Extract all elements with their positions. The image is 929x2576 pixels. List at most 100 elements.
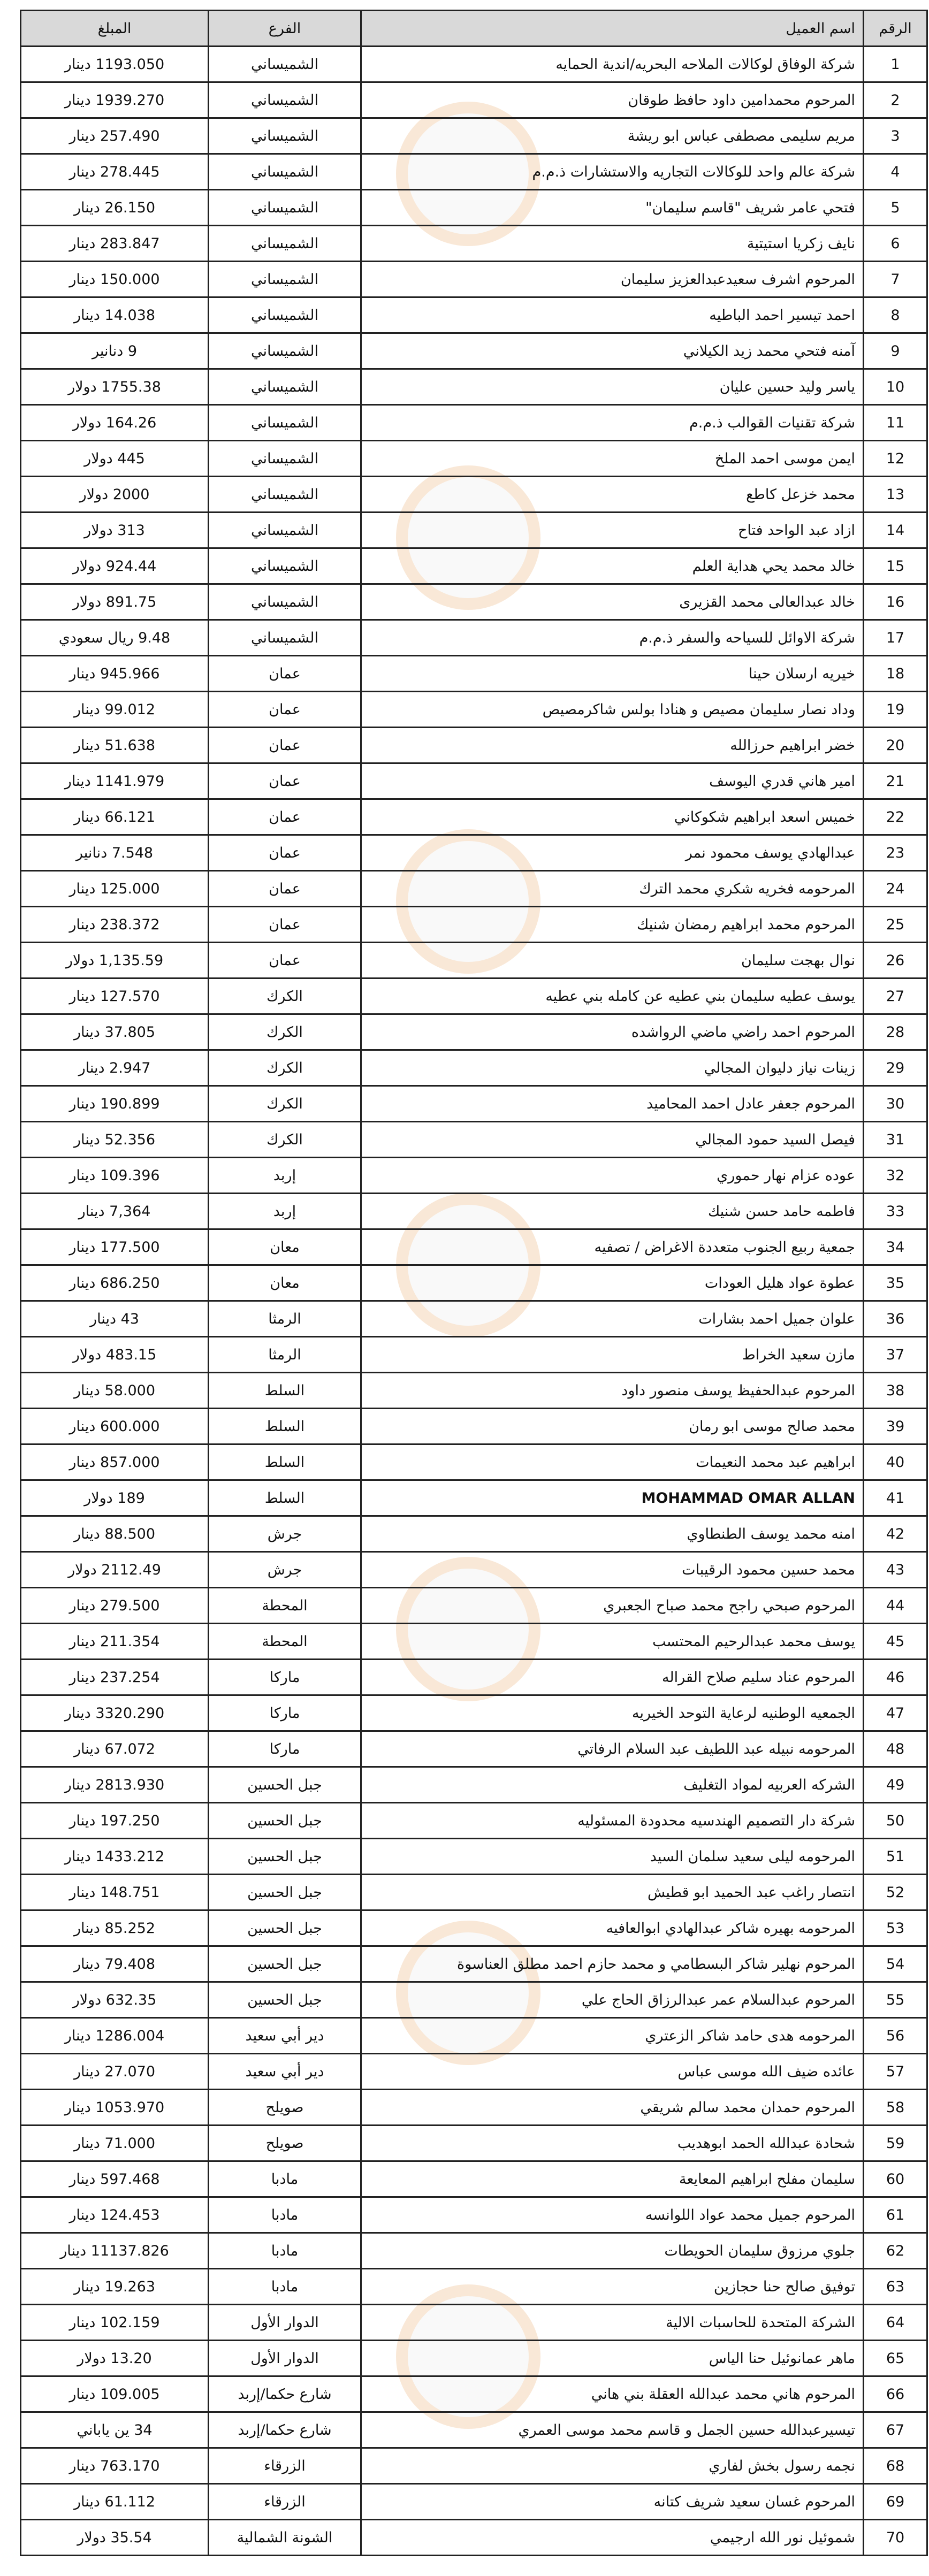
table-row: 55 المرحوم عبدالسلام عمر عبدالرزاق الحاج … bbox=[20, 1981, 928, 2019]
client-name-cell: تيسيرعبدالله حسين الجمل و قاسم محمد موسى… bbox=[360, 2411, 864, 2449]
table-row: 30 المرحوم جعفر عادل احمد المحاميد الكرك 19… bbox=[20, 1085, 928, 1122]
branch-name-cell: الشميساني bbox=[208, 153, 362, 190]
client-name-cell: عائده ضيف الله موسى عباس bbox=[360, 2053, 864, 2090]
amount-cell: 148.751 دينار bbox=[20, 1874, 209, 1911]
client-name-cell: يوسف محمد عبدالرحيم المحتسب bbox=[360, 1623, 864, 1660]
table-row: 41 MOHAMMAD OMAR ALLAN السلط 189 دولار bbox=[20, 1479, 928, 1517]
amount-cell: 632.35 دولار bbox=[20, 1981, 209, 2019]
client-name-cell: محمد صالح موسى ابو رمان bbox=[360, 1408, 864, 1445]
table-row: 38 المرحوم عبدالحفيظ يوسف منصور داود السلط… bbox=[20, 1372, 928, 1409]
row-number-cell: 24 bbox=[863, 870, 928, 907]
amount-cell: 1755.38 دولار bbox=[20, 368, 209, 406]
table-row: 27 يوسف عطيه سليمان بني عطيه عن كامله بني… bbox=[20, 977, 928, 1015]
table-row: 61 المرحوم جميل محمد عواد اللوانسه مادبا 12… bbox=[20, 2196, 928, 2234]
branch-name-cell: الشميساني bbox=[208, 225, 362, 262]
branch-name-cell: الشميساني bbox=[208, 619, 362, 656]
row-number-cell: 61 bbox=[863, 2196, 928, 2234]
amount-cell: 313 دولار bbox=[20, 511, 209, 549]
branch-name-cell: السلط bbox=[208, 1479, 362, 1517]
row-number-cell: 67 bbox=[863, 2411, 928, 2449]
row-number-cell: 68 bbox=[863, 2447, 928, 2485]
row-number-cell: 23 bbox=[863, 834, 928, 872]
branch-name-cell: دير أبي سعيد bbox=[208, 2053, 362, 2090]
table-row: 7 المرحوم اشرف سعيدعبدالعزيز سليمان الشميس… bbox=[20, 261, 928, 298]
amount-cell: 9.48 ريال سعودي bbox=[20, 619, 209, 656]
amount-cell: 66.121 دينار bbox=[20, 798, 209, 836]
row-number-cell: 39 bbox=[863, 1408, 928, 1445]
amount-cell: 177.500 دينار bbox=[20, 1228, 209, 1266]
table-row: 17 شركة الاوائل للسياحه والسفر ذ.م.م الشمي… bbox=[20, 619, 928, 656]
table-row: 15 خالد محمد يحي هداية العلم الشميساني 924.… bbox=[20, 547, 928, 585]
branch-name-cell: الرمثا bbox=[208, 1336, 362, 1373]
client-name-cell: شركة دار التصميم الهندسيه محدودة المسئول… bbox=[360, 1802, 864, 1839]
client-name-cell: سليمان مفلح ابراهيم المعايعة bbox=[360, 2160, 864, 2198]
table-row: 59 شحادة عبدالله الحمد ابوهديب صويلح 71.000… bbox=[20, 2124, 928, 2162]
table-row: 9 آمنه فتحي محمد زيد الكيلاني الشميساني 9 د… bbox=[20, 332, 928, 370]
table-row: 70 شموئيل نور الله ارجيمي الشونة الشمالية 3… bbox=[20, 2519, 928, 2556]
client-name-cell: المرحوم عبدالسلام عمر عبدالرزاق الحاج عل… bbox=[360, 1981, 864, 2019]
amount-cell: 190.899 دينار bbox=[20, 1085, 209, 1122]
amount-cell: 26.150 دينار bbox=[20, 189, 209, 226]
client-name-cell: فاطمه حامد حسن شنيك bbox=[360, 1193, 864, 1230]
row-number-cell: 27 bbox=[863, 977, 928, 1015]
row-number-cell: 44 bbox=[863, 1587, 928, 1624]
client-name-cell: خيريه ارسلان حينا bbox=[360, 655, 864, 692]
branch-name-cell: عمان bbox=[208, 906, 362, 943]
client-name-cell: ايمن موسى احمد الملخ bbox=[360, 440, 864, 477]
table-row: 8 احمد تيسير احمد الباطيه الشميساني 14.038 … bbox=[20, 296, 928, 334]
table-row: 48 المرحومه نبيله عبد اللطيف عبد السلام ا… bbox=[20, 1730, 928, 1768]
row-number-cell: 22 bbox=[863, 798, 928, 836]
client-name-cell: المرحوم حمدان محمد سالم شريقي bbox=[360, 2089, 864, 2126]
row-number-cell: 34 bbox=[863, 1228, 928, 1266]
amount-cell: 102.159 دينار bbox=[20, 2304, 209, 2341]
branch-name-cell: دير أبي سعيد bbox=[208, 2017, 362, 2054]
table-row: 49 الشركه العربيه لمواد التغليف جبل الحسين… bbox=[20, 1766, 928, 1803]
row-number-cell: 32 bbox=[863, 1157, 928, 1194]
client-name-cell: المرحوم محمد ابراهيم رمضان شنيك bbox=[360, 906, 864, 943]
branch-name-cell: الشميساني bbox=[208, 547, 362, 585]
branch-name-cell: مادبا bbox=[208, 2232, 362, 2269]
client-name-cell: المرحومه فخريه شكري محمد الترك bbox=[360, 870, 864, 907]
amount-cell: 9 دنانير bbox=[20, 332, 209, 370]
amount-cell: 1141.979 دينار bbox=[20, 762, 209, 800]
amount-cell: 125.000 دينار bbox=[20, 870, 209, 907]
amount-cell: 27.070 دينار bbox=[20, 2053, 209, 2090]
branch-name-cell: الكرك bbox=[208, 1085, 362, 1122]
row-number-cell: 28 bbox=[863, 1013, 928, 1051]
branch-name-cell: الشميساني bbox=[208, 296, 362, 334]
branch-name-cell: ماركا bbox=[208, 1694, 362, 1732]
table-row: 24 المرحومه فخريه شكري محمد الترك عمان 125.… bbox=[20, 870, 928, 907]
table-header-row: الرقم اسم العميل الفرع المبلغ bbox=[20, 10, 928, 47]
amount-cell: 51.638 دينار bbox=[20, 727, 209, 764]
branch-name-cell: الشميساني bbox=[208, 368, 362, 406]
client-name-cell: عطوة عواد هليل العودات bbox=[360, 1264, 864, 1302]
table-row: 25 المرحوم محمد ابراهيم رمضان شنيك عمان 238… bbox=[20, 906, 928, 943]
row-number-cell: 51 bbox=[863, 1838, 928, 1875]
amount-cell: 1939.270 دينار bbox=[20, 81, 209, 119]
table-row: 22 خميس اسعد ابراهيم شكوكاني عمان 66.121 دي… bbox=[20, 798, 928, 836]
branch-name-cell: الشميساني bbox=[208, 511, 362, 549]
table-row: 45 يوسف محمد عبدالرحيم المحتسب المحطة 211.3… bbox=[20, 1623, 928, 1660]
amount-cell: 164.26 دولار bbox=[20, 404, 209, 441]
row-number-cell: 13 bbox=[863, 476, 928, 513]
table-row: 18 خيريه ارسلان حينا عمان 945.966 دينار bbox=[20, 655, 928, 692]
client-name-cell: المرحومه ليلى سعيد سلمان السيد bbox=[360, 1838, 864, 1875]
amount-cell: 127.570 دينار bbox=[20, 977, 209, 1015]
table-row: 64 الشركة المتحدة للحاسبات الالية الدوار ا… bbox=[20, 2304, 928, 2341]
table-row: 14 ازاد عبد الواحد فتاح الشميساني 313 دولار bbox=[20, 511, 928, 549]
row-number-cell: 9 bbox=[863, 332, 928, 370]
branch-name-cell: السلط bbox=[208, 1443, 362, 1481]
amount-cell: 2813.930 دينار bbox=[20, 1766, 209, 1803]
branch-name-cell: جبل الحسين bbox=[208, 1874, 362, 1911]
row-number-cell: 33 bbox=[863, 1193, 928, 1230]
client-name-cell: خالد عبدالعالى محمد القزيرى bbox=[360, 583, 864, 621]
branch-name-cell: عمان bbox=[208, 727, 362, 764]
amount-cell: 71.000 دينار bbox=[20, 2124, 209, 2162]
client-name-cell: المرحوم محمدامين داود حافظ طوقان bbox=[360, 81, 864, 119]
amount-cell: 686.250 دينار bbox=[20, 1264, 209, 1302]
branch-name-cell: مادبا bbox=[208, 2268, 362, 2305]
table-row: 10 ياسر وليد حسين عليان الشميساني 1755.38 د… bbox=[20, 368, 928, 406]
amount-cell: 600.000 دينار bbox=[20, 1408, 209, 1445]
amount-cell: 109.396 دينار bbox=[20, 1157, 209, 1194]
table-row: 46 المرحوم عناد سليم صلاح القراله ماركا 237… bbox=[20, 1658, 928, 1696]
